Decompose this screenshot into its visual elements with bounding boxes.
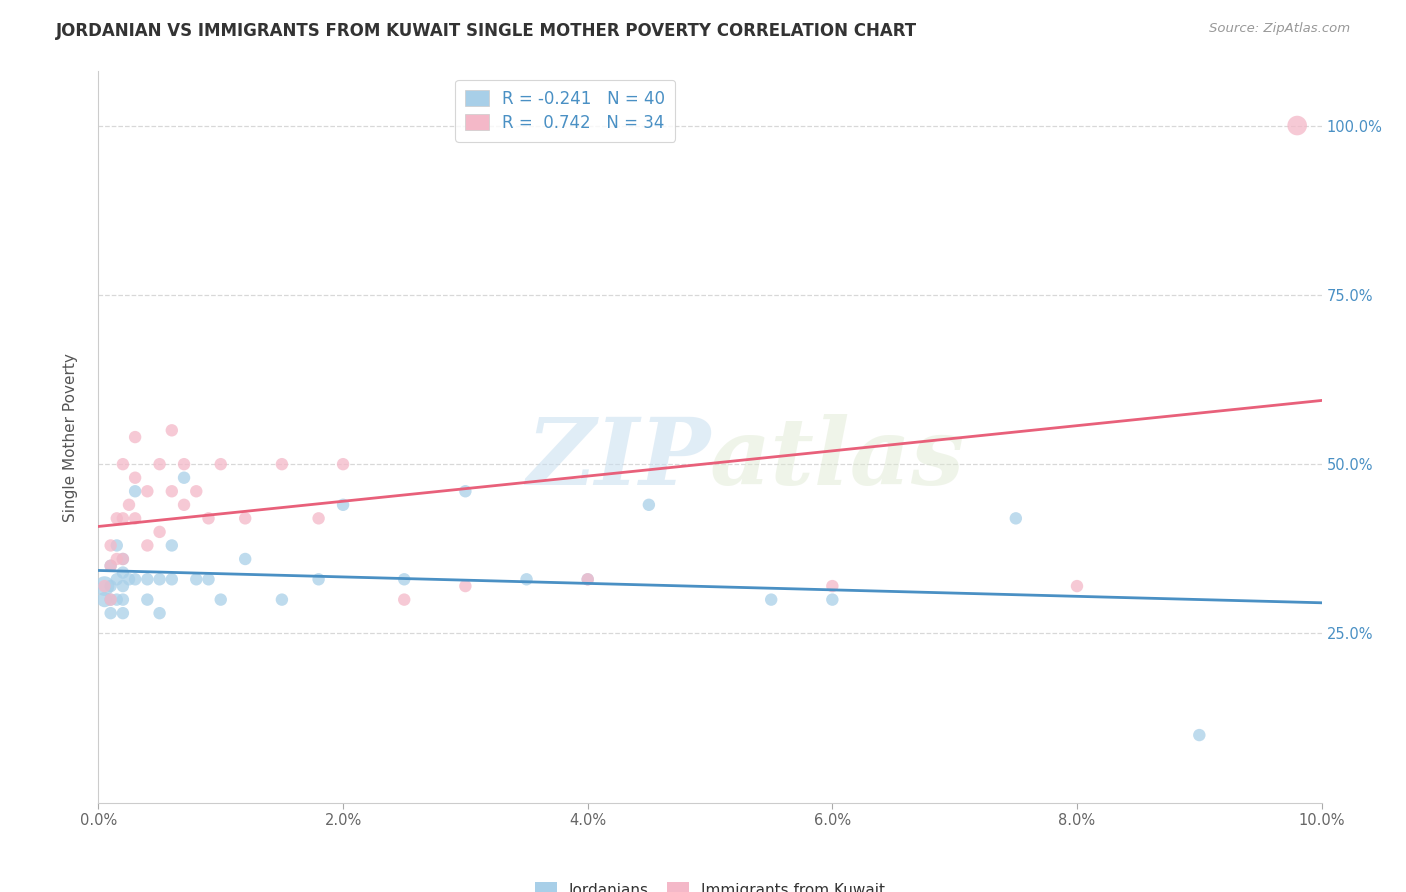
- Point: [105, 592, 128, 607]
- Point: [105, 538, 128, 552]
- Point: [576, 572, 599, 586]
- Point: [124, 484, 146, 499]
- Point: [124, 572, 146, 586]
- Point: [100, 558, 122, 573]
- Point: [105, 552, 128, 566]
- Point: [186, 484, 208, 499]
- Point: [118, 572, 141, 586]
- Point: [100, 592, 122, 607]
- Point: [118, 498, 141, 512]
- Text: Source: ZipAtlas.com: Source: ZipAtlas.com: [1209, 22, 1350, 36]
- Point: [516, 572, 538, 586]
- Point: [197, 511, 219, 525]
- Point: [111, 606, 134, 620]
- Point: [1066, 579, 1088, 593]
- Point: [233, 511, 256, 525]
- Point: [136, 484, 159, 499]
- Y-axis label: Single Mother Poverty: Single Mother Poverty: [63, 352, 77, 522]
- Point: [100, 538, 122, 552]
- Point: [308, 511, 330, 525]
- Point: [186, 572, 208, 586]
- Point: [270, 457, 292, 471]
- Point: [270, 592, 292, 607]
- Point: [111, 592, 134, 607]
- Point: [332, 498, 354, 512]
- Point: [124, 430, 146, 444]
- Point: [1286, 119, 1309, 133]
- Point: [136, 538, 159, 552]
- Point: [308, 572, 330, 586]
- Point: [197, 572, 219, 586]
- Point: [149, 572, 172, 586]
- Point: [392, 572, 416, 586]
- Point: [821, 579, 844, 593]
- Point: [105, 572, 128, 586]
- Point: [233, 552, 256, 566]
- Point: [111, 511, 134, 525]
- Point: [111, 552, 134, 566]
- Point: [160, 572, 183, 586]
- Point: [392, 592, 416, 607]
- Point: [160, 538, 183, 552]
- Point: [149, 606, 172, 620]
- Point: [160, 423, 183, 437]
- Point: [100, 606, 122, 620]
- Point: [821, 592, 844, 607]
- Point: [1004, 511, 1026, 525]
- Point: [124, 471, 146, 485]
- Point: [136, 572, 159, 586]
- Point: [100, 579, 122, 593]
- Point: [111, 579, 134, 593]
- Point: [136, 592, 159, 607]
- Point: [149, 524, 172, 539]
- Point: [93, 579, 115, 593]
- Point: [1188, 728, 1211, 742]
- Point: [111, 566, 134, 580]
- Point: [173, 471, 195, 485]
- Point: [124, 511, 146, 525]
- Point: [93, 592, 115, 607]
- Point: [100, 592, 122, 607]
- Point: [209, 457, 232, 471]
- Point: [93, 579, 115, 593]
- Point: [160, 484, 183, 499]
- Point: [332, 457, 354, 471]
- Point: [111, 457, 134, 471]
- Point: [173, 457, 195, 471]
- Point: [105, 511, 128, 525]
- Point: [454, 484, 477, 499]
- Text: atlas: atlas: [710, 414, 966, 504]
- Legend: Jordanians, Immigrants from Kuwait: Jordanians, Immigrants from Kuwait: [529, 876, 891, 892]
- Point: [173, 498, 195, 512]
- Point: [637, 498, 661, 512]
- Text: JORDANIAN VS IMMIGRANTS FROM KUWAIT SINGLE MOTHER POVERTY CORRELATION CHART: JORDANIAN VS IMMIGRANTS FROM KUWAIT SING…: [56, 22, 917, 40]
- Point: [100, 558, 122, 573]
- Point: [149, 457, 172, 471]
- Point: [576, 572, 599, 586]
- Point: [111, 552, 134, 566]
- Point: [759, 592, 782, 607]
- Point: [209, 592, 232, 607]
- Point: [454, 579, 477, 593]
- Text: ZIP: ZIP: [526, 414, 710, 504]
